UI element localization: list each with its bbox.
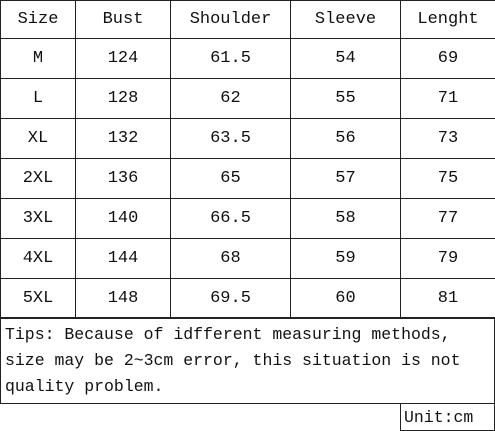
table-cell: 136 xyxy=(75,158,171,199)
header-cell: Lenght xyxy=(400,0,495,39)
table-cell: 62 xyxy=(170,78,291,119)
table-cell: 54 xyxy=(290,38,401,79)
table-cell: XL xyxy=(0,118,76,159)
table-cell: 68 xyxy=(170,238,291,279)
table-cell: L xyxy=(0,78,76,119)
table-cell: 58 xyxy=(290,198,401,239)
table-cell: 144 xyxy=(75,238,171,279)
table-cell: 77 xyxy=(400,198,495,239)
table-cell: 124 xyxy=(75,38,171,79)
table-cell: 5XL xyxy=(0,278,76,319)
table-cell: 65 xyxy=(170,158,291,199)
table-cell: 56 xyxy=(290,118,401,159)
table-cell: 60 xyxy=(290,278,401,319)
tips-line: quality problem. xyxy=(5,377,164,396)
table-cell: 63.5 xyxy=(170,118,291,159)
table-cell: 59 xyxy=(290,238,401,279)
header-cell: Size xyxy=(0,0,76,39)
table-cell: 132 xyxy=(75,118,171,159)
table-cell: 73 xyxy=(400,118,495,159)
table-cell: 71 xyxy=(400,78,495,119)
table-cell: 81 xyxy=(400,278,495,319)
table-cell: 140 xyxy=(75,198,171,239)
table-cell: 66.5 xyxy=(170,198,291,239)
tips-line: Tips: Because of idfferent measuring met… xyxy=(5,325,451,344)
table-cell: 4XL xyxy=(0,238,76,279)
header-cell: Sleeve xyxy=(290,0,401,39)
table-cell: 55 xyxy=(290,78,401,119)
table-cell: 128 xyxy=(75,78,171,119)
header-cell: Shoulder xyxy=(170,0,291,39)
table-cell: 148 xyxy=(75,278,171,319)
table-cell: 57 xyxy=(290,158,401,199)
unit-box: Unit:cm xyxy=(400,403,495,431)
tips-line: size may be 2~3cm error, this situation … xyxy=(5,351,461,370)
tips-box: Tips: Because of idfferent measuring met… xyxy=(0,317,495,404)
table-cell: 2XL xyxy=(0,158,76,199)
unit-label: Unit:cm xyxy=(404,408,474,427)
header-cell: Bust xyxy=(75,0,171,39)
table-cell: 69 xyxy=(400,38,495,79)
table-cell: 79 xyxy=(400,238,495,279)
table-cell: 75 xyxy=(400,158,495,199)
table-cell: M xyxy=(0,38,76,79)
table-cell: 61.5 xyxy=(170,38,291,79)
table-cell: 69.5 xyxy=(170,278,291,319)
table-cell: 3XL xyxy=(0,198,76,239)
